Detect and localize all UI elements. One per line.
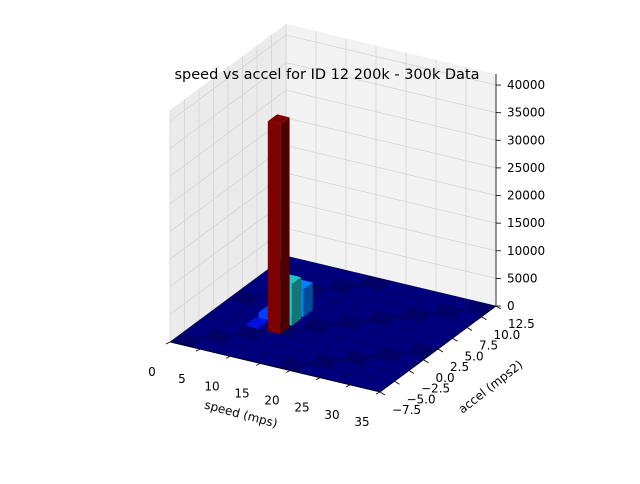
x-tick-mark [285,370,291,373]
x-tick-label: 30 [324,408,339,422]
y-tick-label: −2.5 [421,382,450,396]
bar-front-face [246,323,260,330]
y-tick-mark [452,337,458,342]
bar-side-face [303,282,313,317]
z-tick-label: 0 [507,299,515,313]
grid-line-z [285,145,497,196]
z-tick-label: 10000 [507,244,545,258]
axis-lines [165,74,502,396]
x-tick-mark [165,341,171,345]
grid-line-z [285,200,497,252]
y-tick-mark [423,359,429,364]
y-tick-label: 2.5 [450,360,469,374]
x-tick-label: 0 [148,365,156,379]
x-tick-mark [375,391,381,395]
grid-line-z [285,172,497,224]
back-pane [286,24,496,306]
y-tick-label: 0.0 [436,371,455,385]
y-tick-label: 7.5 [479,339,498,353]
floor-tiles [169,255,497,393]
y-tick-label: 12.5 [508,317,535,331]
x-tick-label: 15 [234,386,249,400]
x-tick-label: 35 [354,415,369,429]
bar [267,114,290,335]
grid-line-z [285,89,497,141]
bars-group [246,114,313,335]
x-tick-mark [225,355,231,359]
x-tick-mark [315,377,321,381]
z-tick-label: 25000 [507,161,545,175]
grid-line-z [169,34,287,122]
bar-top-face [246,317,269,327]
x-tick-mark [195,348,201,352]
z-tick-label: 35000 [507,106,545,120]
grid-line-z [285,117,497,169]
y-tick-mark [408,370,415,374]
grid-line-z [169,145,287,232]
z-tick-label: 5000 [507,271,538,285]
y-tick-mark [379,391,386,396]
bar-side-face [259,320,269,330]
x-tick-mark [255,363,261,366]
grid-line-z [285,62,497,114]
bar [246,317,269,330]
x-tick-label: 20 [264,394,279,408]
y-tick-label: −5.0 [407,392,436,406]
x-axis-line [169,341,381,393]
y-tick-mark [437,348,444,353]
x-tick-label: 10 [204,379,219,393]
y-tick-mark [466,327,473,331]
grid-line-z [169,200,287,288]
grid-line-z [285,34,497,86]
z-tick-label: 15000 [507,216,545,230]
y-tick-label: 10.0 [494,328,521,342]
bar-front-face [258,312,271,321]
x-tick-label: 5 [178,372,186,386]
chart-title: speed vs accel for ID 12 200k - 300k Dat… [174,67,479,83]
tick-labels: 05101520253035−7.5−5.0−2.50.02.55.07.510… [148,78,545,429]
z-tick-label: 40000 [507,78,545,92]
grid-line-z [169,89,287,177]
z-tick-label: 20000 [507,189,545,203]
grid-line-z [285,227,497,279]
grid-line-z [169,172,287,260]
x-tick-label: 25 [294,401,309,415]
grid-line-z [169,62,287,149]
x-tick-mark [345,384,351,388]
z-tick-label: 30000 [507,133,545,147]
grid-line-z [169,228,287,315]
bar-top-face [267,114,290,125]
bar-side-face [291,277,302,326]
y-tick-mark [481,316,487,321]
bar-front-face [267,121,281,335]
bar-side-face [280,117,290,335]
grid-line-z [169,117,287,205]
y-tick-label: −7.5 [392,403,421,417]
y-tick-label: 5.0 [465,349,484,363]
y-tick-mark [394,380,400,385]
y-tick-mark [495,305,502,310]
